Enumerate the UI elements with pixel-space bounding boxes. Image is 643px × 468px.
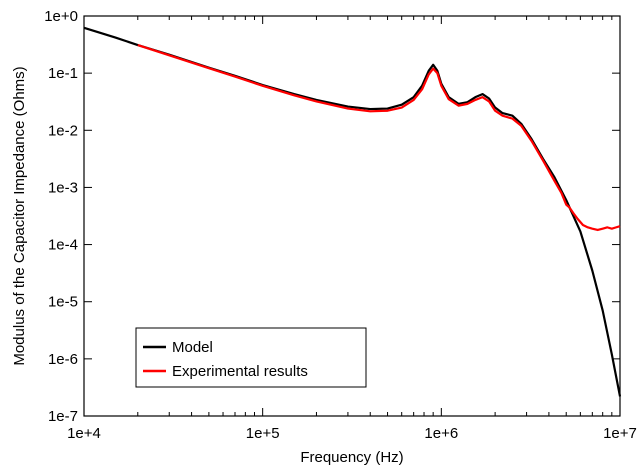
y-axis-ticks: 1e-7 1e-6 1e-5 1e-4 1e-3 1e-2 1e-1 1e+0 [44, 8, 620, 425]
series-layer [83, 26, 622, 397]
legend-label-model: Model [172, 339, 213, 356]
x-tick-label: 1e+7 [603, 425, 637, 442]
legend: Model Experimental results [135, 327, 367, 388]
x-tick-label: 1e+6 [424, 425, 458, 442]
y-tick-label: 1e+0 [44, 8, 78, 25]
y-tick-label: 1e-5 [48, 294, 78, 311]
y-tick-label: 1e-1 [48, 65, 78, 82]
y-tick-label: 1e-4 [48, 237, 78, 254]
y-tick-label: 1e-3 [48, 179, 78, 196]
legend-label-experimental: Experimental results [172, 363, 308, 380]
x-axis-label: Frequency (Hz) [300, 449, 403, 466]
x-tick-label: 1e+5 [246, 425, 280, 442]
y-tick-label: 1e-7 [48, 408, 78, 425]
y-axis-label: Modulus of the Capacitor Impedance (Ohms… [11, 66, 28, 365]
x-tick-label: 1e+4 [67, 425, 101, 442]
x-axis-ticks: 1e+4 1e+5 1e+6 1e+7 [67, 16, 637, 442]
series-line-experimental [137, 44, 621, 232]
y-tick-label: 1e-2 [48, 122, 78, 139]
y-tick-label: 1e-6 [48, 351, 78, 368]
legend-box [135, 327, 367, 388]
